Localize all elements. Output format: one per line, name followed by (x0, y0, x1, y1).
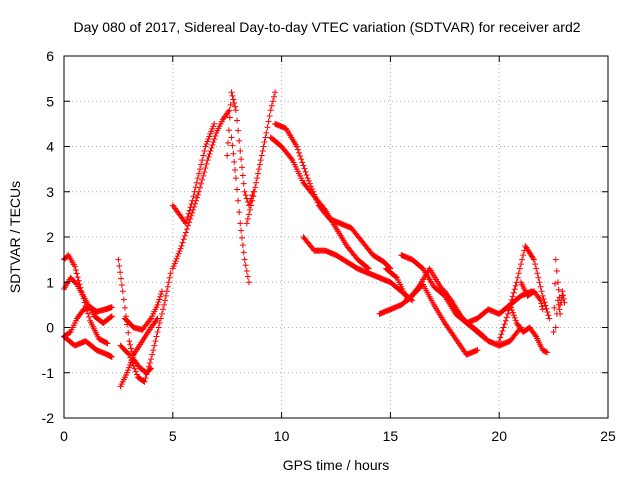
series-sat-h (121, 288, 165, 333)
x-tick-label: 5 (169, 428, 177, 444)
y-tick-label: -2 (42, 410, 55, 426)
x-tick-label: 0 (60, 428, 68, 444)
series-sat-y (552, 288, 568, 331)
axis-ticks (63, 55, 609, 419)
plus-markers (517, 279, 546, 313)
series-sat-p (300, 234, 416, 304)
plus-markers (398, 252, 524, 349)
series-sat-d (61, 333, 115, 360)
series-sat-u (496, 243, 553, 345)
plus-markers (507, 301, 551, 356)
plus-markers (441, 288, 535, 326)
plus-markers (228, 134, 252, 286)
plus-markers (61, 333, 115, 360)
series-sat-j (169, 120, 218, 227)
plus-markers (496, 243, 553, 345)
y-tick-label: 2 (46, 229, 54, 245)
plus-markers (169, 120, 218, 227)
series-sat-m (243, 89, 279, 227)
series-sat-o (272, 120, 394, 272)
series-sat-e (115, 256, 155, 376)
grid-lines (64, 56, 608, 418)
x-tick-labels: 0 5 10 15 20 25 (60, 428, 616, 444)
plus-markers (169, 107, 233, 272)
x-tick-label: 20 (491, 428, 507, 444)
plus-markers (243, 89, 279, 227)
y-tick-label: 4 (46, 139, 54, 155)
plus-markers (224, 89, 257, 209)
plus-markers (117, 270, 174, 385)
series-sat-i (169, 107, 233, 272)
chart-title: Day 080 of 2017, Sidereal Day-to-day VTE… (73, 19, 580, 35)
series-sat-w (517, 279, 546, 313)
plus-markers (552, 288, 568, 331)
y-tick-label: 6 (46, 48, 54, 64)
y-tick-label: 1 (46, 274, 54, 290)
x-tick-label: 15 (383, 428, 399, 444)
data-points (61, 89, 568, 390)
series-sat-k (224, 89, 257, 209)
plus-markers (300, 234, 416, 304)
series-sat-s (398, 252, 524, 349)
y-axis-label: SDTVAR / TECUs (7, 181, 23, 293)
series-sat-v (507, 301, 551, 356)
x-axis-label: GPS time / hours (283, 457, 390, 473)
x-tick-label: 25 (600, 428, 616, 444)
y-tick-label: 5 (46, 93, 54, 109)
x-tick-label: 10 (274, 428, 290, 444)
plus-markers (121, 288, 165, 333)
series-sat-t (441, 288, 535, 326)
plus-markers (272, 120, 394, 272)
y-tick-labels: -2 -1 0 1 2 3 4 5 6 (42, 48, 55, 426)
y-tick-label: -1 (42, 365, 55, 381)
y-tick-label: 3 (46, 184, 54, 200)
plus-markers (115, 256, 155, 376)
series-sat-l (228, 134, 252, 286)
series-sat-g (117, 270, 174, 385)
y-tick-label: 0 (46, 320, 54, 336)
